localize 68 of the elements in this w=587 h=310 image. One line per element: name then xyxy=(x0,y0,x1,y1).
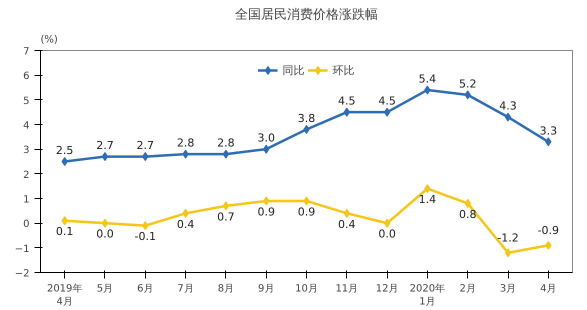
point xyxy=(384,218,390,228)
y-tick-label: 3 xyxy=(23,145,30,156)
y-axis-title: (%) xyxy=(40,34,58,46)
point xyxy=(62,157,68,166)
point xyxy=(384,108,390,117)
y-tick-label: 1 xyxy=(23,194,30,206)
data-label: 2.7 xyxy=(96,139,114,152)
data-label: 0.9 xyxy=(298,205,316,218)
y-tick-label: 7 xyxy=(23,46,30,58)
point xyxy=(222,150,230,159)
x-tick-label: 10月 xyxy=(295,284,318,294)
point xyxy=(424,184,431,194)
data-label: 4.3 xyxy=(499,100,517,113)
point xyxy=(222,201,230,210)
data-label: 3.3 xyxy=(540,124,558,138)
point xyxy=(102,152,108,162)
data-label: 0.0 xyxy=(378,228,396,241)
x-tick-label: 4月 xyxy=(540,284,557,294)
legend-label: 同比 xyxy=(282,62,304,78)
chart-title: 全国居民消费价格涨跌幅 xyxy=(235,8,378,22)
point xyxy=(303,124,310,134)
y-tick-label: 6 xyxy=(23,71,30,82)
data-label: -1.2 xyxy=(497,231,519,244)
x-tick-label: 3月 xyxy=(500,284,516,294)
y-tick-label: −1 xyxy=(14,244,30,255)
data-label: 0.9 xyxy=(257,205,275,218)
data-label: 1.4 xyxy=(418,193,436,206)
data-label: 5.4 xyxy=(418,72,436,86)
data-label: 2.8 xyxy=(176,136,194,150)
data-label: 5.2 xyxy=(458,77,476,90)
y-tick-label: 2 xyxy=(23,170,30,181)
data-label: -0.1 xyxy=(134,230,156,244)
legend-label: 环比 xyxy=(332,62,354,78)
x-tick-label: 2月 xyxy=(460,284,476,294)
x-tick-label: 2020年 1月 xyxy=(410,282,446,308)
point xyxy=(182,150,189,159)
data-label: 3.8 xyxy=(298,112,316,125)
point xyxy=(504,248,512,258)
data-label: 2.7 xyxy=(136,139,154,152)
x-tick-label: 11月 xyxy=(335,284,358,294)
point xyxy=(303,196,310,206)
data-label: 0.4 xyxy=(176,218,194,231)
data-label: -0.9 xyxy=(538,224,560,237)
y-tick-label: −2 xyxy=(14,268,30,280)
data-label: 3.0 xyxy=(257,132,275,145)
x-tick-label: 9月 xyxy=(258,284,274,294)
data-label: 0.8 xyxy=(458,208,476,221)
y-tick-label: 0 xyxy=(23,219,30,230)
x-tick-label: 8月 xyxy=(218,284,234,294)
y-tick-label: 5 xyxy=(23,96,30,107)
data-label: 4.5 xyxy=(378,94,396,108)
point xyxy=(182,208,189,218)
data-label: 0.0 xyxy=(96,228,114,241)
data-label: 0.7 xyxy=(217,210,235,224)
x-tick-label: 6月 xyxy=(137,284,154,294)
x-tick-label: 2019年 4月 xyxy=(46,282,82,308)
data-label: 2.8 xyxy=(217,136,235,150)
x-tick-label: 12月 xyxy=(376,284,398,294)
x-tick-label: 7月 xyxy=(177,284,194,294)
point xyxy=(102,218,108,228)
point xyxy=(424,85,431,94)
data-label: 4.5 xyxy=(338,94,356,108)
data-label: 0.1 xyxy=(56,225,74,238)
y-tick-label: 4 xyxy=(23,120,30,132)
point xyxy=(504,112,512,122)
data-label: 2.5 xyxy=(56,144,74,157)
x-tick-label: 5月 xyxy=(96,284,114,294)
data-label: 0.4 xyxy=(338,218,356,231)
